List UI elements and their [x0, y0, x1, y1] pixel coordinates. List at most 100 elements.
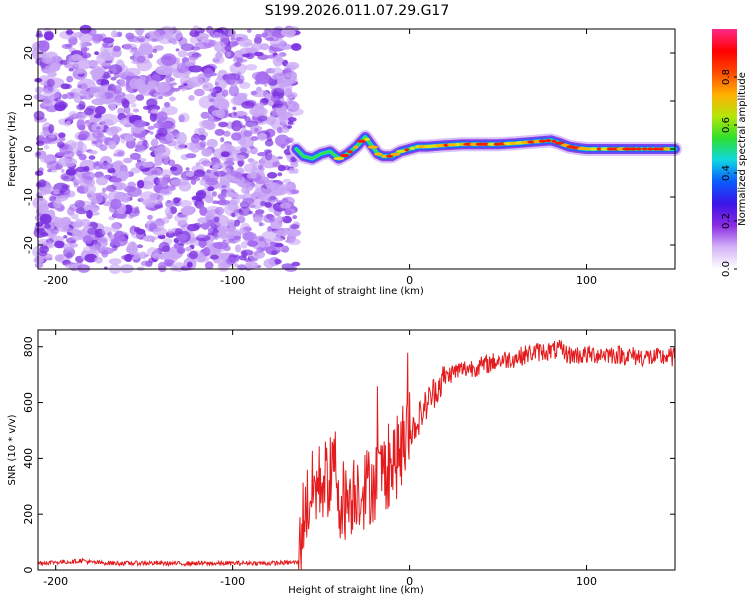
noise-blob — [93, 240, 98, 245]
noise-blob — [280, 202, 292, 209]
noise-blob — [136, 140, 149, 151]
noise-blob — [134, 206, 140, 212]
noise-blob — [71, 231, 83, 241]
snr-x-label: Height of straight line (km) — [288, 585, 424, 596]
noise-blob — [277, 164, 286, 172]
trace-hotspot — [545, 139, 552, 143]
trace-hotspot — [589, 147, 598, 151]
noise-blob — [103, 71, 110, 79]
noise-blob — [38, 40, 50, 52]
noise-blob — [157, 127, 168, 137]
noise-blob — [129, 152, 141, 160]
noise-blob — [46, 160, 62, 171]
noise-blob — [83, 166, 90, 172]
noise-blob — [95, 176, 109, 186]
noise-blob — [286, 229, 302, 237]
noise-blob — [186, 171, 195, 177]
noise-blob — [271, 250, 278, 256]
trace-hotspot — [527, 140, 536, 144]
noise-blob — [96, 78, 108, 86]
noise-blob — [44, 223, 52, 229]
spectrogram-x-axis: -200 -100 0 100 — [43, 29, 597, 287]
noise-blob — [146, 247, 159, 258]
noise-blob — [276, 126, 283, 134]
noise-blob — [246, 28, 252, 33]
noise-blob — [48, 134, 56, 139]
noise-blob — [34, 262, 44, 268]
y-tick-label: -20 — [22, 236, 35, 254]
noise-blob — [139, 135, 146, 141]
noise-blob — [130, 167, 141, 174]
noise-blob — [188, 65, 203, 73]
noise-blob — [195, 162, 201, 167]
noise-blob — [273, 259, 282, 265]
noise-blob — [135, 115, 142, 119]
noise-blob — [82, 171, 96, 181]
noise-blob — [266, 172, 278, 179]
noise-blob — [221, 185, 227, 189]
noise-blob — [194, 31, 199, 36]
noise-blob — [73, 181, 79, 188]
noise-blob — [50, 228, 60, 234]
noise-blob — [177, 50, 188, 58]
noise-blob — [185, 167, 190, 171]
noise-blob — [169, 77, 175, 82]
noise-blob — [272, 161, 281, 168]
noise-blob — [255, 71, 270, 85]
noise-blob — [253, 187, 268, 198]
noise-blob — [94, 256, 103, 264]
noise-blob — [75, 112, 87, 121]
noise-blob — [64, 157, 70, 164]
noise-blob — [66, 58, 76, 68]
noise-blob — [154, 145, 171, 159]
noise-blob — [169, 96, 176, 102]
noise-blob — [82, 235, 93, 244]
noise-blob — [235, 244, 242, 253]
snr-frame — [37, 329, 676, 571]
colorbar-tick-label: 0.4 — [721, 165, 732, 181]
noise-blob — [287, 117, 297, 122]
noise-blob — [79, 40, 87, 49]
noise-blob — [53, 199, 62, 209]
noise-blob — [214, 128, 225, 136]
noise-blob — [261, 32, 269, 38]
noise-blob — [227, 203, 239, 212]
colorbar-label: Normalized spectral amplitude — [737, 72, 748, 226]
noise-blob — [68, 67, 75, 72]
noise-blob — [119, 79, 126, 85]
noise-blob — [160, 169, 173, 178]
noise-blob — [201, 160, 212, 167]
noise-blob — [195, 192, 204, 196]
noise-blob — [242, 197, 255, 205]
trace-hotspot — [364, 137, 371, 141]
y-tick-label: 600 — [22, 392, 35, 413]
noise-blob — [193, 222, 202, 229]
noise-blob — [39, 155, 51, 163]
noise-blob — [62, 150, 75, 159]
trace-hotspot — [538, 139, 547, 143]
noise-blob — [243, 130, 252, 138]
noise-blob — [226, 257, 240, 263]
noise-blob — [242, 231, 257, 241]
noise-blob — [70, 213, 79, 220]
noise-blob — [78, 91, 93, 100]
noise-blob — [271, 87, 285, 96]
y-tick-label: 0 — [22, 146, 35, 153]
noise-blob — [35, 33, 44, 38]
noise-blob — [140, 180, 154, 190]
noise-blob — [223, 245, 231, 252]
noise-blob — [223, 29, 236, 37]
noise-blob — [39, 213, 52, 225]
noise-blob — [95, 138, 103, 148]
noise-blob — [199, 179, 207, 186]
noise-blob — [265, 181, 277, 189]
noise-blob — [286, 61, 300, 70]
noise-blob — [155, 65, 174, 76]
trace-hotspot — [663, 147, 672, 151]
x-tick-label: 100 — [576, 575, 597, 588]
noise-blob — [154, 204, 164, 209]
noise-blob — [37, 190, 47, 197]
noise-blob — [103, 65, 109, 70]
noise-blob — [101, 187, 107, 193]
noise-blob — [253, 102, 265, 109]
